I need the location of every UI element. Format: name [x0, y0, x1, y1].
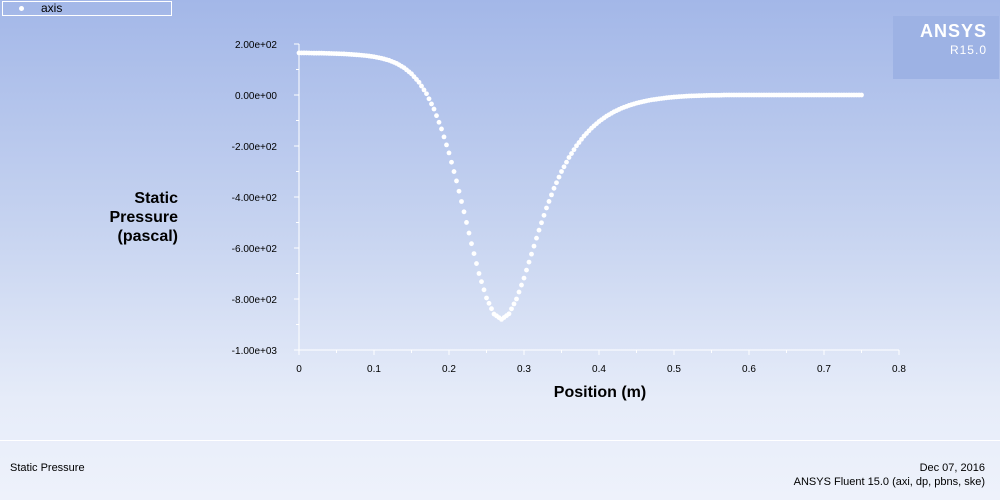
data-point [426, 96, 432, 102]
solver-info: ANSYS Fluent 15.0 (axi, dp, pbns, ske) [793, 476, 985, 488]
data-point [444, 142, 449, 148]
data-point [536, 227, 542, 233]
data-point [859, 92, 864, 98]
data-point [466, 230, 472, 236]
data-point [489, 306, 494, 312]
footer: Static Pressure Dec 07, 2016 ANSYS Fluen… [0, 440, 1000, 500]
data-point [529, 251, 534, 257]
plot-name: Static Pressure [10, 462, 85, 474]
legend-label: axis [41, 1, 63, 15]
x-tick-label: 0.4 [592, 364, 606, 375]
data-point [521, 275, 527, 281]
x-tick-label: 0.5 [667, 364, 681, 375]
data-point [439, 126, 444, 132]
data-point [469, 241, 474, 247]
data-point [506, 311, 512, 317]
data-point [416, 79, 422, 85]
data-point [566, 155, 572, 160]
data-point [576, 140, 582, 145]
y-axis-label-line: Pressure [109, 209, 179, 226]
data-point [539, 220, 544, 226]
data-point [436, 119, 442, 125]
x-tick-label: 0.8 [892, 364, 906, 375]
data-point [561, 164, 567, 170]
data-point [449, 159, 454, 165]
legend: axis [2, 1, 172, 16]
data-point [514, 296, 519, 302]
data-point [471, 251, 477, 257]
x-tick-label: 0.7 [817, 364, 831, 375]
data-point [419, 83, 424, 89]
data-point [556, 174, 562, 180]
data-point [454, 178, 459, 184]
logo-version: R15.0 [949, 43, 987, 57]
data-point [431, 106, 437, 112]
y-axis-label-line: (pascal) [117, 228, 178, 245]
ansys-logo: ANSYS R15.0 [893, 16, 999, 79]
data-point [564, 159, 569, 165]
data-point [569, 151, 574, 156]
data-point [421, 87, 427, 93]
footer-date: Dec 07, 2016 [919, 462, 985, 474]
y-tick-label: 0.00e+00 [235, 91, 277, 102]
data-point [459, 199, 464, 204]
data-point [484, 295, 489, 301]
logo-name: ANSYS [919, 21, 987, 41]
data-point [456, 188, 462, 194]
data-point [451, 169, 457, 174]
data-point [464, 220, 469, 225]
data-point [461, 209, 467, 215]
x-tick-label: 0.2 [442, 364, 456, 375]
data-point [534, 235, 539, 241]
data-point [511, 301, 517, 307]
data-point [574, 143, 579, 149]
data-point [434, 113, 439, 119]
data-point [446, 150, 452, 156]
y-axis-label-line: Static [134, 190, 178, 207]
data-point [541, 212, 547, 218]
x-tick-label: 0.1 [367, 364, 381, 375]
y-tick-label: -8.00e+02 [232, 295, 278, 306]
y-tick-label: -6.00e+02 [232, 244, 278, 255]
x-tick-label: 0.6 [742, 364, 756, 375]
data-point [474, 261, 479, 266]
data-point [509, 306, 514, 312]
y-tick-label: -2.00e+02 [232, 142, 278, 153]
x-axis-label: Position (m) [553, 384, 647, 401]
data-point [579, 136, 584, 142]
data-point [441, 134, 447, 140]
data-point [424, 91, 429, 97]
data-point [554, 180, 559, 186]
plot-area: 2.00e+02 0.00e+00 -2.00e+02 -4.00e+02 -6.00e… [232, 40, 907, 375]
data-point [429, 101, 434, 107]
data-point [549, 192, 554, 198]
chart: 2.00e+02 0.00e+00 -2.00e+02 -4.00e+02 -6.00e… [2, 1, 999, 401]
y-tick-label: -1.00e+03 [232, 346, 278, 357]
data-point [544, 205, 549, 211]
data-point [476, 271, 482, 276]
y-tick-label: -4.00e+02 [232, 193, 278, 204]
data-point [516, 289, 522, 295]
data-point [481, 287, 487, 293]
data-point [479, 279, 484, 285]
y-tick-label: 2.00e+02 [235, 40, 277, 51]
data-point [571, 147, 577, 153]
data-point [526, 259, 532, 265]
legend-marker [19, 6, 24, 11]
x-tick-label: 0.3 [517, 364, 531, 375]
data-point [551, 185, 557, 191]
y-axis-label: Static Pressure (pascal) [110, 189, 179, 246]
data-point [519, 282, 524, 288]
data-point [524, 267, 529, 273]
data-point [531, 243, 537, 249]
data-point [486, 300, 492, 306]
data-point [546, 199, 552, 204]
data-point [559, 169, 564, 174]
x-tick-label: 0 [296, 364, 302, 375]
